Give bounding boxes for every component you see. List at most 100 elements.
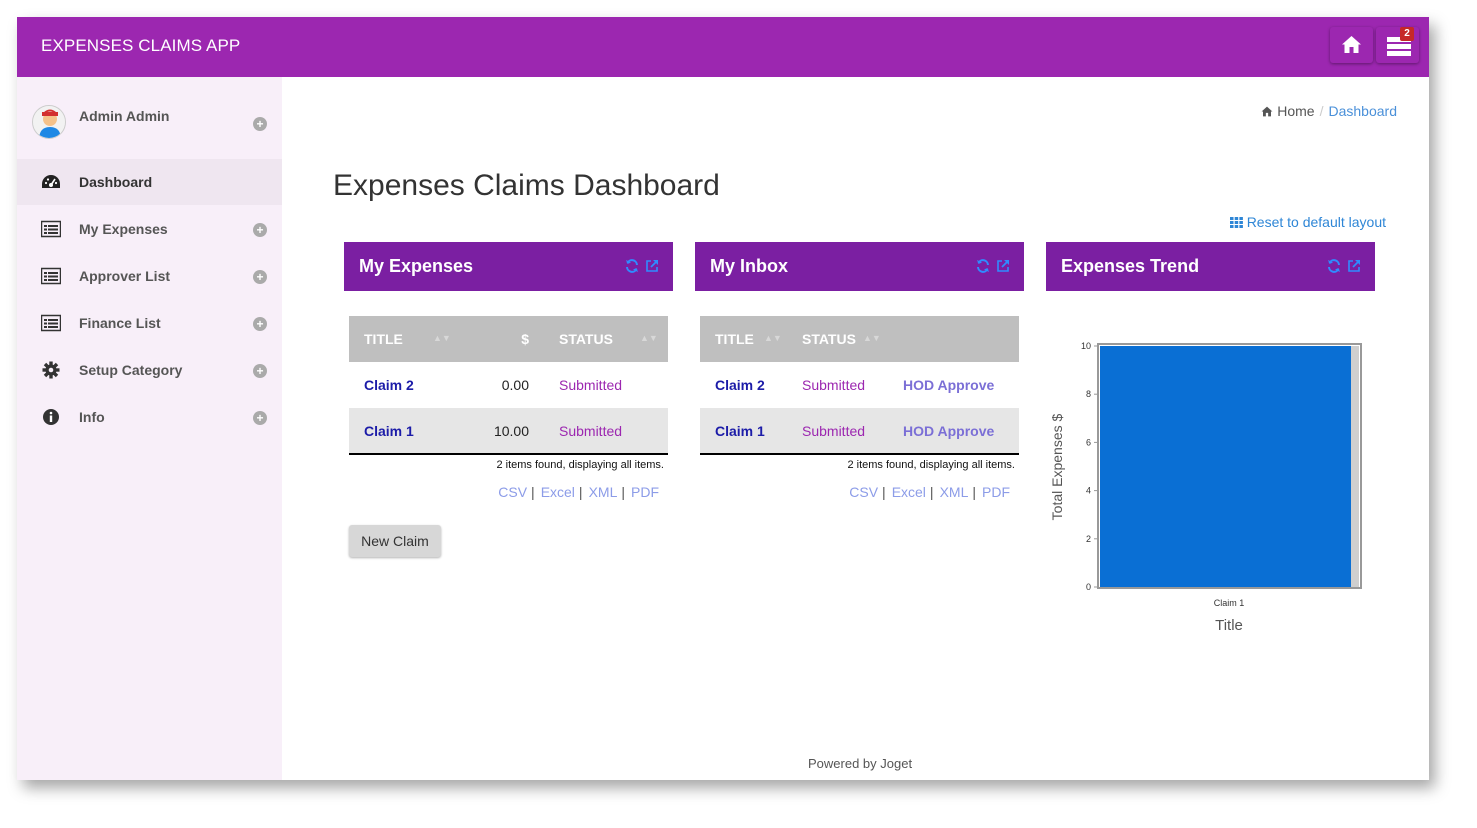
export-csv-link[interactable]: CSV bbox=[849, 484, 879, 500]
sidebar-item-label: Setup Category bbox=[79, 362, 183, 378]
table-row: Claim 2 0.00 Submitted bbox=[349, 362, 668, 408]
panel-header: Expenses Trend bbox=[1046, 242, 1375, 291]
expand-icon[interactable]: + bbox=[253, 364, 267, 378]
expand-icon[interactable]: + bbox=[253, 411, 267, 425]
claim-status[interactable]: Submitted bbox=[559, 422, 623, 439]
panel-actions bbox=[625, 259, 659, 278]
y-tick-label: 0 bbox=[1086, 582, 1091, 592]
column-header-title[interactable]: TITLE ▲▼ bbox=[700, 316, 787, 362]
column-header-amount[interactable]: $ bbox=[474, 316, 544, 362]
user-name: Admin Admin bbox=[79, 108, 170, 124]
gear-icon bbox=[42, 361, 60, 379]
items-found-text: 2 items found, displaying all items. bbox=[496, 459, 664, 471]
column-header-title[interactable]: TITLE ▲▼ bbox=[349, 316, 474, 362]
top-navbar: EXPENSES CLAIMS APP 2 bbox=[17, 17, 1429, 77]
home-icon bbox=[1261, 106, 1273, 117]
items-found-text: 2 items found, displaying all items. bbox=[847, 459, 1015, 471]
reset-layout-link[interactable]: Reset to default layout bbox=[1229, 214, 1386, 230]
user-profile[interactable]: Admin Admin + bbox=[17, 97, 282, 147]
panel-title: My Inbox bbox=[710, 256, 789, 276]
breadcrumb: Home / Dashboard bbox=[1261, 103, 1397, 119]
app-window: EXPENSES CLAIMS APP 2 bbox=[17, 17, 1429, 780]
footer-powered-by: Powered by Joget bbox=[808, 756, 913, 771]
sidebar-item-my-expenses[interactable]: My Expenses + bbox=[17, 206, 282, 252]
new-claim-button[interactable]: New Claim bbox=[349, 525, 441, 557]
expand-icon[interactable]: + bbox=[253, 223, 267, 237]
table-row: Claim 2 Submitted HOD Approve bbox=[700, 362, 1019, 408]
sidebar-item-finance-list[interactable]: Finance List + bbox=[17, 300, 282, 346]
sort-icon: ▲▼ bbox=[433, 333, 451, 343]
plot-area-frame bbox=[1097, 343, 1362, 589]
sidebar: Admin Admin + Dashboard My Expenses + bbox=[17, 77, 282, 780]
list-icon bbox=[41, 267, 61, 285]
sidebar-item-approver-list[interactable]: Approver List + bbox=[17, 253, 282, 299]
home-button[interactable] bbox=[1330, 27, 1373, 63]
y-tick-label: 8 bbox=[1086, 389, 1091, 399]
export-xml-link[interactable]: XML bbox=[588, 484, 618, 500]
page-title: Expenses Claims Dashboard bbox=[333, 169, 720, 202]
sidebar-item-label: Dashboard bbox=[79, 174, 153, 190]
panel-title: My Expenses bbox=[359, 256, 474, 276]
y-tick-label: 4 bbox=[1086, 486, 1091, 496]
claim-status[interactable]: Submitted bbox=[559, 377, 623, 393]
inbox-button[interactable]: 2 bbox=[1376, 27, 1419, 63]
y-axis-title: Total Expenses $ bbox=[1049, 413, 1065, 520]
panel-actions bbox=[976, 259, 1010, 278]
refresh-icon[interactable] bbox=[976, 259, 990, 273]
export-pdf-link[interactable]: PDF bbox=[631, 484, 659, 500]
sidebar-item-info[interactable]: Info + bbox=[17, 394, 282, 440]
sort-icon: ▲▼ bbox=[764, 333, 782, 343]
external-link-icon[interactable] bbox=[1347, 259, 1361, 273]
table-row: Claim 1 Submitted HOD Approve bbox=[700, 408, 1019, 455]
my-inbox-table: TITLE ▲▼ STATUS ▲▼ Claim 2 Submitted HOD A… bbox=[700, 316, 1019, 455]
export-excel-link[interactable]: Excel bbox=[540, 484, 575, 500]
info-icon bbox=[43, 409, 59, 425]
column-header-status[interactable]: STATUS ▲▼ bbox=[787, 316, 888, 362]
app-title[interactable]: EXPENSES CLAIMS APP bbox=[41, 36, 241, 55]
claim-amount: 0.00 bbox=[501, 377, 529, 393]
claim-status[interactable]: Submitted bbox=[802, 377, 866, 393]
breadcrumb-home[interactable]: Home bbox=[1277, 103, 1315, 119]
refresh-icon[interactable] bbox=[1327, 259, 1341, 273]
panel-header: My Expenses bbox=[344, 242, 673, 291]
column-header-action bbox=[888, 316, 1019, 362]
panel-actions bbox=[1327, 259, 1361, 278]
export-pdf-link[interactable]: PDF bbox=[982, 484, 1010, 500]
breadcrumb-current: Dashboard bbox=[1328, 103, 1398, 119]
panel-title: Expenses Trend bbox=[1061, 256, 1200, 276]
list-icon bbox=[41, 220, 61, 238]
expand-icon[interactable]: + bbox=[253, 317, 267, 331]
export-xml-link[interactable]: XML bbox=[939, 484, 969, 500]
sidebar-item-label: Finance List bbox=[79, 315, 161, 331]
panel-header: My Inbox bbox=[695, 242, 1024, 291]
x-axis-title: Title bbox=[1215, 617, 1243, 634]
export-links: CSV | Excel | XML | PDF bbox=[849, 484, 1010, 500]
export-excel-link[interactable]: Excel bbox=[891, 484, 926, 500]
my-expenses-panel: My Expenses TITLE ▲▼ $ bbox=[344, 242, 673, 557]
sort-icon: ▲▼ bbox=[863, 333, 881, 343]
claim-status[interactable]: Submitted bbox=[802, 422, 866, 439]
expand-user-icon[interactable]: + bbox=[253, 117, 267, 131]
claim-title-link[interactable]: Claim 1 bbox=[364, 422, 414, 439]
y-tick-label: 2 bbox=[1086, 534, 1091, 544]
task-list-icon bbox=[1387, 37, 1411, 56]
my-expenses-table: TITLE ▲▼ $ STATUS ▲▼ Claim 2 0.00 Submitte… bbox=[349, 316, 668, 455]
export-links: CSV | Excel | XML | PDF bbox=[498, 484, 659, 500]
external-link-icon[interactable] bbox=[645, 259, 659, 273]
export-csv-link[interactable]: CSV bbox=[498, 484, 528, 500]
list-icon bbox=[41, 314, 61, 332]
grid-icon bbox=[1229, 217, 1243, 228]
y-tick-label: 10 bbox=[1081, 341, 1091, 351]
sidebar-item-dashboard[interactable]: Dashboard bbox=[17, 159, 282, 205]
bar-claim[interactable] bbox=[1100, 346, 1351, 587]
refresh-icon[interactable] bbox=[625, 259, 639, 273]
sidebar-item-setup-category[interactable]: Setup Category + bbox=[17, 347, 282, 393]
hod-approve-link[interactable]: HOD Approve bbox=[903, 377, 995, 393]
hod-approve-link[interactable]: HOD Approve bbox=[903, 422, 995, 439]
claim-title-link[interactable]: Claim 1 bbox=[715, 422, 765, 439]
column-header-status[interactable]: STATUS ▲▼ bbox=[544, 316, 668, 362]
expand-icon[interactable]: + bbox=[253, 270, 267, 284]
claim-title-link[interactable]: Claim 2 bbox=[364, 377, 414, 393]
external-link-icon[interactable] bbox=[996, 259, 1010, 273]
claim-title-link[interactable]: Claim 2 bbox=[715, 377, 765, 393]
